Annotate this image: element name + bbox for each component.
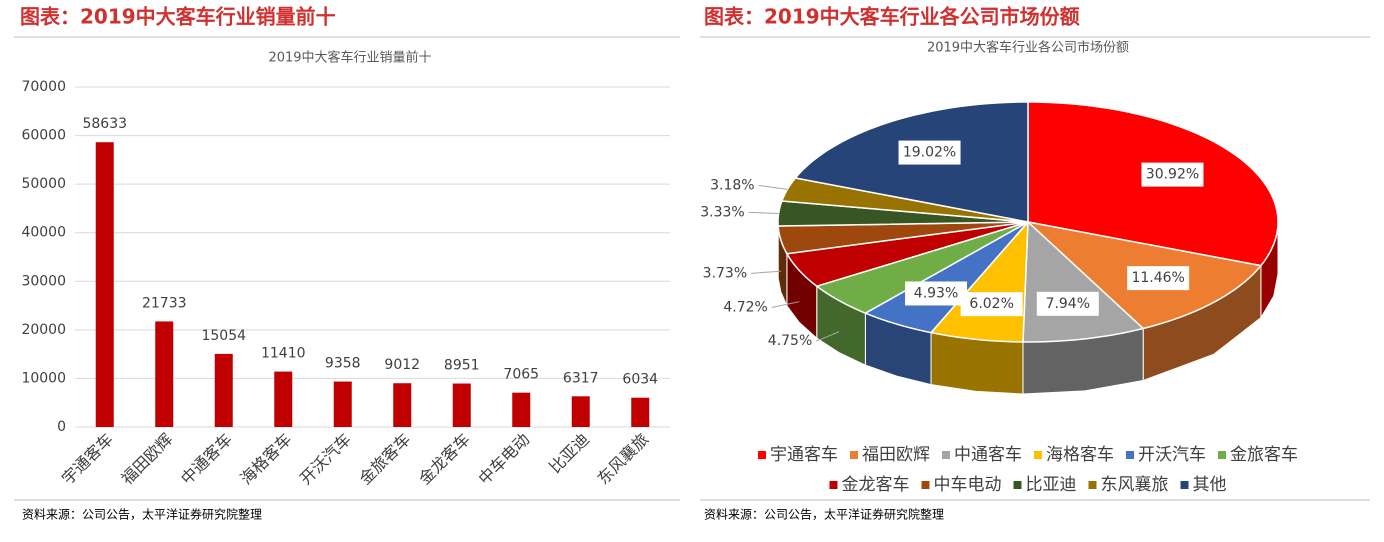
bar xyxy=(214,353,233,427)
legend-swatch xyxy=(1218,451,1226,459)
label-box xyxy=(1036,291,1099,316)
data-label: 6034 xyxy=(622,372,658,388)
bar xyxy=(274,371,293,427)
data-label: 6.02% xyxy=(969,296,1013,312)
legend-label: 海格客车 xyxy=(1046,445,1114,465)
legend-swatch xyxy=(758,451,766,459)
x-tick-label: 宇通客车 xyxy=(58,430,117,489)
label-box xyxy=(905,281,968,306)
data-label: 9358 xyxy=(325,356,361,372)
pie-slice xyxy=(785,221,1029,288)
legend-swatch xyxy=(1126,451,1134,459)
y-tick-label: 0 xyxy=(57,419,66,435)
data-label: 11.46% xyxy=(1131,270,1184,286)
data-label: 21733 xyxy=(142,295,187,311)
leader-line xyxy=(816,331,840,342)
label-box xyxy=(1127,266,1190,291)
y-tick-label: 60000 xyxy=(21,128,66,144)
chart-title: 2019中大客车行业销量前十 xyxy=(268,50,431,66)
x-tick-label: 比亚迪 xyxy=(545,430,592,477)
data-label: 4.75% xyxy=(768,333,812,349)
panel-heading: 图表：2019中大客车行业各公司市场份额 xyxy=(704,5,1080,29)
bar xyxy=(393,383,412,427)
source-note: 资料来源：公司公告，太平洋证券研究院整理 xyxy=(22,507,262,522)
legend-swatch xyxy=(829,481,838,489)
data-label: 11410 xyxy=(261,346,306,362)
y-tick-label: 30000 xyxy=(21,273,66,289)
legend-swatch xyxy=(1180,481,1189,489)
legend-label: 比亚迪 xyxy=(1026,475,1077,495)
leader-line xyxy=(751,270,781,274)
data-label: 9012 xyxy=(384,357,420,373)
x-tick-label: 海格客车 xyxy=(237,430,296,489)
data-label: 3.73% xyxy=(703,265,747,281)
leader-line xyxy=(758,184,788,190)
pie-slice xyxy=(777,200,1029,227)
chart-title: 2019中大客车行业各公司市场份额 xyxy=(927,40,1129,56)
legend-label: 东风襄旅 xyxy=(1101,474,1169,495)
source-note: 资料来源：公司公告，太平洋证券研究院整理 xyxy=(704,507,944,522)
panel-heading: 图表：2019中大客车行业销量前十 xyxy=(20,5,336,29)
leader-line xyxy=(771,301,800,308)
y-tick-label: 50000 xyxy=(21,176,66,192)
x-tick-label: 福田欧辉 xyxy=(118,430,177,489)
data-label: 7065 xyxy=(503,367,539,383)
legend-swatch xyxy=(1034,451,1042,459)
leader-line xyxy=(748,211,779,214)
legend-label: 宇通客车 xyxy=(770,445,838,465)
data-label: 4.93% xyxy=(914,285,958,301)
pie-slice xyxy=(777,221,1029,255)
bar xyxy=(95,142,114,428)
legend-swatch xyxy=(921,481,930,489)
bar xyxy=(631,397,650,427)
x-tick-label: 金龙客车 xyxy=(415,430,474,489)
legend-swatch xyxy=(850,451,858,459)
data-label: 15054 xyxy=(201,328,246,344)
legend-label: 福田欧辉 xyxy=(862,445,930,465)
y-tick-label: 40000 xyxy=(21,225,66,241)
data-label: 58633 xyxy=(82,116,127,132)
bar xyxy=(512,392,531,427)
bar xyxy=(571,396,590,427)
data-label: 7.94% xyxy=(1046,296,1090,312)
y-tick-label: 70000 xyxy=(21,79,66,95)
data-label: 30.92% xyxy=(1146,167,1199,183)
data-label: 3.33% xyxy=(700,204,744,220)
y-tick-label: 20000 xyxy=(21,322,66,338)
x-tick-label: 中通客车 xyxy=(177,430,236,489)
legend-label: 金旅客车 xyxy=(1230,445,1298,465)
legend-label: 其他 xyxy=(1193,475,1227,495)
legend-swatch xyxy=(1088,481,1097,489)
pie-slice xyxy=(815,221,1029,314)
legend-swatch xyxy=(1013,481,1022,489)
data-label: 8951 xyxy=(444,358,480,374)
x-tick-label: 开沃汽车 xyxy=(296,430,355,489)
label-box xyxy=(960,292,1023,317)
x-tick-label: 中车电动 xyxy=(475,430,534,489)
legend-swatch xyxy=(942,451,950,459)
label-box xyxy=(1141,162,1204,187)
y-tick-label: 10000 xyxy=(21,370,66,386)
data-label: 19.02% xyxy=(903,145,956,161)
label-box xyxy=(898,140,961,165)
data-label: 4.72% xyxy=(723,300,767,316)
bar xyxy=(155,321,174,427)
bar xyxy=(452,383,471,427)
x-tick-label: 金旅客车 xyxy=(356,430,415,489)
data-label: 3.18% xyxy=(710,177,754,193)
x-tick-label: 东风襄旅 xyxy=(594,430,653,489)
legend-label: 中车电动 xyxy=(934,475,1002,495)
legend-label: 中通客车 xyxy=(954,445,1022,465)
bar xyxy=(333,381,352,427)
legend-label: 开沃汽车 xyxy=(1138,445,1206,465)
data-label: 6317 xyxy=(563,370,599,386)
legend-label: 金龙客车 xyxy=(842,475,910,495)
